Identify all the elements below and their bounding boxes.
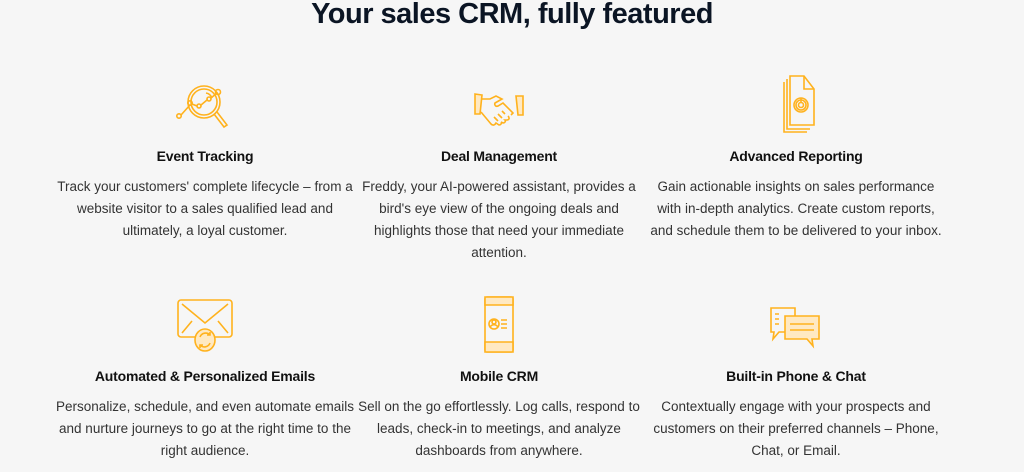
feature-description: Freddy, your AI-powered assistant, provi… [362, 179, 636, 260]
feature-description: Gain actionable insights on sales perfor… [650, 179, 942, 238]
magnifier-analytics-icon [55, 74, 355, 136]
feature-title: Automated & Personalized Emails [94, 368, 316, 384]
email-sync-icon [52, 294, 358, 356]
feature-description: Personalize, schedule, and even automate… [56, 399, 354, 458]
feature-description: Sell on the go effortlessly. Log calls, … [358, 399, 640, 458]
feature-automated-emails: Automated & Personalized Emails Personal… [52, 294, 358, 462]
feature-advanced-reporting: Advanced Reporting Gain actionable insig… [646, 74, 946, 242]
page-title: Your sales CRM, fully featured [311, 0, 713, 30]
feature-title: Advanced Reporting [729, 148, 863, 164]
feature-title: Built-in Phone & Chat [726, 368, 866, 384]
feature-mobile-crm: Mobile CRM Sell on the go effortlessly. … [349, 294, 649, 462]
feature-title: Mobile CRM [459, 368, 539, 384]
feature-phone-chat: Built-in Phone & Chat Contextually engag… [646, 294, 946, 462]
chat-bubbles-icon [646, 294, 946, 356]
feature-description: Contextually engage with your prospects … [653, 399, 939, 458]
feature-description: Track your customers' complete lifecycle… [57, 179, 353, 238]
feature-deal-management: Deal Management Freddy, your AI-powered … [349, 74, 649, 264]
handshake-icon [349, 74, 649, 136]
feature-title: Event Tracking [156, 148, 254, 164]
mobile-contact-icon [349, 294, 649, 356]
feature-title: Deal Management [440, 148, 558, 164]
report-documents-icon [646, 74, 946, 136]
feature-event-tracking: Event Tracking Track your customers' com… [55, 74, 355, 242]
